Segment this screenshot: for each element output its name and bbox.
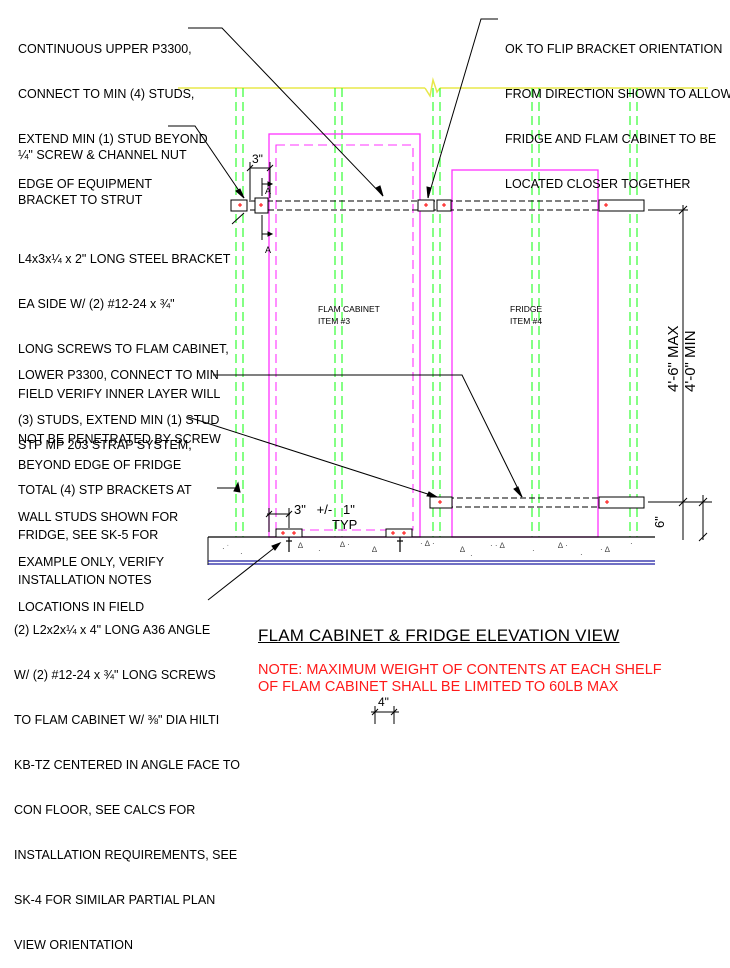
note-line: EA SIDE W/ (2) #12-24 x ¾" [18, 297, 175, 311]
note-line: OK TO FLIP BRACKET ORIENTATION [505, 42, 723, 56]
svg-text:·: · [532, 546, 535, 555]
fridge-item-label: ITEM #4 [510, 316, 542, 326]
svg-text:∆ ·: ∆ · [558, 541, 568, 550]
svg-text:·: · [240, 549, 243, 558]
note-line: FRIDGE AND FLAM CABINET TO BE [505, 132, 717, 146]
note-line: (3) STUDS, EXTEND MIN (1) STUD [18, 413, 220, 427]
ceiling-line [178, 77, 708, 99]
dim-6in-label: 6" [652, 516, 667, 528]
note-screw-channel: ¼" SCREW & CHANNEL NUT BRACKET TO STRUT [18, 118, 187, 223]
note-line: TO FLAM CABINET W/ ⅜" DIA HILTI [14, 713, 220, 727]
note-flip-bracket: OK TO FLIP BRACKET ORIENTATION FROM DIRE… [505, 12, 730, 207]
svg-text:·: · [580, 550, 583, 559]
flam-cabinet-label: FLAM CABINET [318, 304, 380, 314]
note-line: L4x3x¼ x 2" LONG STEEL BRACKET [18, 252, 231, 266]
note-angle: (2) L2x2x¼ x 4" LONG A36 ANGLE W/ (2) #1… [14, 593, 240, 968]
note-line: W/ (2) #12-24 x ¾" LONG SCREWS [14, 668, 216, 682]
note-line: NOT BE PENETRATED BY SCREW [18, 432, 221, 446]
note-line: LOCATED CLOSER TOGETHER [505, 177, 691, 191]
floor-slab: · ˙ ∆ · ∆ · ∆ · ∆ · ∆ · · ∆ · ∆ · · ∆ · · · · [207, 536, 655, 565]
note-line: SK-4 FOR SIMILAR PARTIAL PLAN [14, 893, 216, 907]
note-line: EDGE OF EQUIPMENT [18, 177, 153, 191]
note-line: VIEW ORIENTATION [14, 938, 133, 952]
dim-3in-upper [246, 162, 274, 200]
note-line: FROM DIRECTION SHOWN TO ALLOW [505, 87, 730, 101]
note-line: BRACKET TO STRUT [18, 193, 143, 207]
note-line: LOWER P3300, CONNECT TO MIN [18, 368, 219, 382]
svg-text:·: · [318, 546, 321, 555]
dim-4in-label: 4" [378, 695, 389, 709]
note-wall-studs: WALL STUDS SHOWN FOR EXAMPLE ONLY, VERIF… [18, 480, 178, 630]
section-a-top: A [265, 186, 271, 196]
svg-text:·: · [470, 551, 473, 560]
svg-text:∆: ∆ [372, 545, 377, 554]
note-line: CONTINUOUS UPPER P3300, [18, 42, 192, 56]
flam-item-label: ITEM #3 [318, 316, 350, 326]
section-a-bottom: A [265, 245, 271, 255]
dim-6in [698, 495, 708, 542]
svg-text:∆: ∆ [460, 545, 465, 554]
fridge [451, 169, 599, 538]
wall-studs [235, 88, 638, 537]
note-line: WALL STUDS SHOWN FOR [18, 510, 179, 524]
svg-text:·: · [630, 539, 633, 548]
svg-text:∆: ∆ [298, 541, 303, 550]
note-line: BEYOND EDGE OF FRIDGE [18, 458, 182, 472]
note-line: CONNECT TO MIN (4) STUDS, [18, 87, 195, 101]
note-line: TOTAL (4) STP BRACKETS AT [18, 483, 192, 497]
leader-lines [168, 18, 523, 601]
svg-text:· · ∆: · · ∆ [490, 541, 505, 550]
note-line: LOCATIONS IN FIELD [18, 600, 145, 614]
drawing-title: FLAM CABINET & FRIDGE ELEVATION VIEW [258, 626, 620, 645]
upper-strut [230, 197, 645, 214]
note-line: STP MP 203 STRAP SYSTEM, [18, 438, 192, 452]
dim-max-label: 4'-6" MAX [665, 325, 682, 392]
note-line: LONG SCREWS TO FLAM CABINET, [18, 342, 229, 356]
note-stp-strap: STP MP 203 STRAP SYSTEM, TOTAL (4) STP B… [18, 408, 192, 603]
svg-text:· ∆: · ∆ [600, 545, 610, 554]
note-steel-bracket: L4x3x¼ x 2" LONG STEEL BRACKET EA SIDE W… [18, 222, 230, 462]
note-line: CON FLOOR, SEE CALCS FOR [14, 803, 196, 817]
note-line: EXAMPLE ONLY, VERIFY [18, 555, 165, 569]
dim-3in-typ [265, 508, 293, 532]
dim-vertical-strut-spacing [648, 205, 712, 540]
note-line: INSTALLATION REQUIREMENTS, SEE [14, 848, 238, 862]
flam-cabinet [268, 133, 421, 538]
lower-strut [429, 496, 645, 509]
fridge-label: FRIDGE [510, 304, 542, 314]
svg-text:· ˙: · ˙ [222, 544, 230, 553]
dim-4in [371, 706, 399, 724]
elevation-drawing: A A 3" FLAM CABINET ITEM #3 FRIDGE ITEM … [168, 18, 712, 724]
typ-label: TYP [332, 517, 357, 532]
svg-text:∆ ·: ∆ · [340, 540, 350, 549]
weight-limit-note: NOTE: MAXIMUM WEIGHT OF CONTENTS AT EACH… [258, 662, 662, 696]
dim-3in-pm-label: 3" +/- 1" [294, 502, 355, 517]
svg-text:· ∆ ·: · ∆ · [420, 539, 435, 548]
note-line: KB-TZ CENTERED IN ANGLE FACE TO [14, 758, 240, 772]
note-line: NOTE: MAXIMUM WEIGHT OF CONTENTS AT EACH… [258, 662, 662, 678]
note-upper-p3300: CONTINUOUS UPPER P3300, CONNECT TO MIN (… [18, 12, 208, 207]
note-line: INSTALLATION NOTES [18, 573, 152, 587]
note-line: (2) L2x2x¼ x 4" LONG A36 ANGLE [14, 623, 211, 637]
note-line: FIELD VERIFY INNER LAYER WILL [18, 387, 221, 401]
floor-angles [275, 528, 413, 552]
note-line: FRIDGE, SEE SK-5 FOR [18, 528, 159, 542]
note-line: EXTEND MIN (1) STUD BEYOND [18, 132, 208, 146]
dim-3in-label: 3" [252, 152, 263, 166]
dim-min-label: 4'-0" MIN [682, 330, 699, 392]
note-line: OF FLAM CABINET SHALL BE LIMITED TO 60LB… [258, 679, 619, 695]
note-line: ¼" SCREW & CHANNEL NUT [18, 148, 187, 162]
note-lower-p3300: LOWER P3300, CONNECT TO MIN (3) STUDS, E… [18, 338, 219, 488]
